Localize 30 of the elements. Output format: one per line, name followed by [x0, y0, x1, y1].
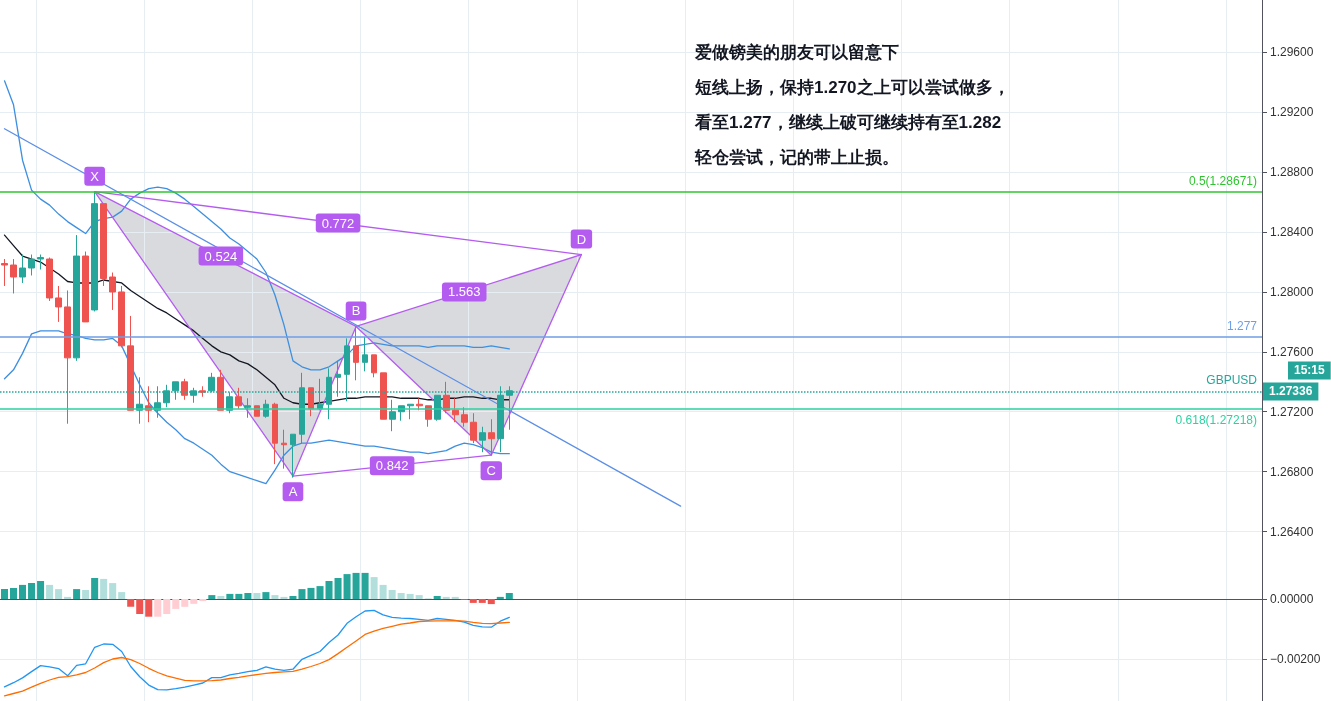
y-tick-label: −0.00200	[1270, 652, 1321, 666]
annotation: 0.842	[375, 458, 409, 474]
annotation: 轻仓尝试，记的带上止损。	[694, 148, 899, 167]
y-tick-label: 1.26400	[1270, 524, 1314, 539]
y-tick-label: 1.27600	[1270, 344, 1314, 359]
y-tick-label: 1.28400	[1270, 225, 1314, 240]
ref-line-label: 0.5(1.28671)	[1188, 173, 1257, 188]
ref-line-label: 0.618(1.27218)	[1175, 413, 1257, 428]
annotation: 0.772	[321, 215, 355, 231]
y-tick-label: 1.28800	[1270, 165, 1314, 180]
annotation: D	[576, 231, 587, 247]
y-tick-label: 1.28000	[1270, 284, 1314, 299]
y-tick-label: 1.29600	[1270, 45, 1314, 60]
text: 1.27336	[1269, 384, 1313, 399]
y-tick-label: 0.00000	[1270, 592, 1314, 606]
ref-line-label: 1.277	[1226, 318, 1258, 333]
annotation: C	[486, 463, 496, 479]
annotation: X	[90, 168, 100, 184]
annotation: 1.563	[447, 284, 481, 300]
annotation: 短线上扬，保持1.270之上可以尝试做多，	[694, 78, 1010, 97]
y-tick-label: 1.26800	[1270, 464, 1314, 479]
y-tick-label: 1.27200	[1270, 404, 1314, 419]
annotation: A	[288, 484, 298, 500]
y-tick-label: 1.29200	[1270, 105, 1314, 120]
annotation: 0.524	[204, 248, 238, 264]
text: 15:15	[1294, 363, 1326, 378]
annotation: B	[351, 303, 361, 319]
annotation: 爱做镑美的朋友可以留意下	[694, 43, 899, 62]
annotation: 看至1.277，继续上破可继续持有至1.282	[694, 113, 1002, 132]
ref-line-label: GBPUSD	[1206, 373, 1258, 388]
